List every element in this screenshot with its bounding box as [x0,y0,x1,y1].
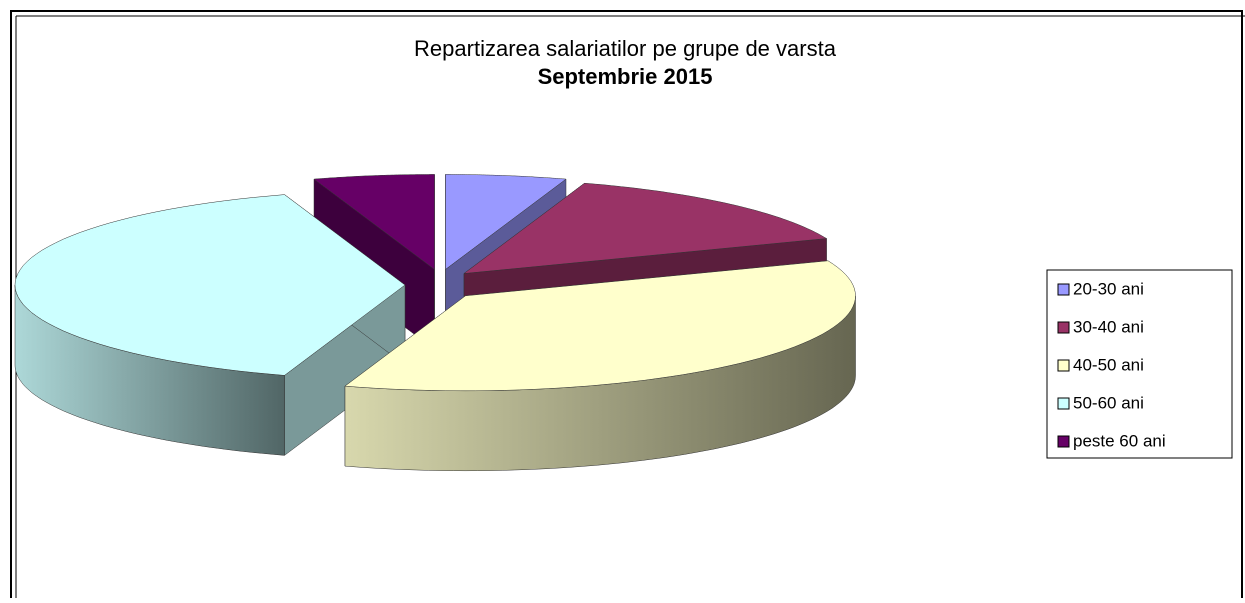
legend-swatch [1057,359,1070,372]
legend [1046,269,1233,459]
legend-swatch [1057,435,1070,448]
pie-slice [313,174,435,270]
legend-swatch [1057,321,1070,334]
chart-subtitle: Septembrie 2015 [538,64,713,89]
pie-slice [14,194,406,376]
pie-slice [344,260,856,392]
legend-label: 20-30 ani [1073,279,1144,298]
legend-label: 50-60 ani [1073,393,1144,412]
chart-title: Repartizarea salariatilor pe grupe de va… [414,36,837,61]
pie-slice [463,182,828,274]
legend-swatch [1057,397,1070,410]
legend-label: peste 60 ani [1073,431,1166,450]
pie-slice [445,174,567,270]
legend-swatch [1057,283,1070,296]
legend-label: 40-50 ani [1073,355,1144,374]
legend-label: 30-40 ani [1073,317,1144,336]
